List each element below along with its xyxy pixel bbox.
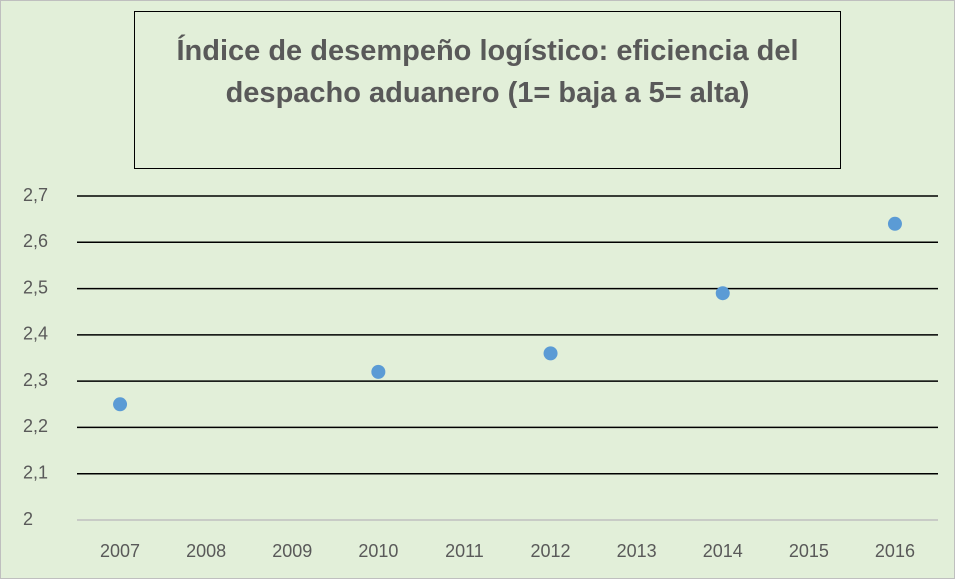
x-tick-label: 2009 — [272, 541, 312, 561]
y-tick-label: 2 — [23, 509, 33, 529]
x-tick-label: 2015 — [789, 541, 829, 561]
x-tick-label: 2011 — [445, 541, 484, 561]
point — [543, 346, 558, 361]
point — [715, 286, 730, 301]
y-tick-label: 2,6 — [23, 231, 48, 251]
x-tick-label: 2013 — [617, 541, 657, 561]
y-tick-label: 2,7 — [23, 185, 48, 205]
title-box: Índice de desempeño logístico: eficienci… — [134, 11, 841, 169]
x-tick-label: 2016 — [875, 541, 915, 561]
y-tick-label: 2,4 — [23, 324, 48, 344]
x-tick-label: 2012 — [531, 541, 571, 561]
y-tick-label: 2,2 — [23, 416, 48, 436]
x-tick-label: 2010 — [358, 541, 398, 561]
point — [887, 216, 902, 231]
x-tick-label: 2008 — [186, 541, 226, 561]
point — [113, 397, 128, 412]
x-tick-label: 2007 — [100, 541, 140, 561]
y-tick-label: 2,5 — [23, 277, 48, 297]
y-tick-label: 2,3 — [23, 370, 48, 390]
x-tick-label: 2014 — [703, 541, 743, 561]
chart-title: Índice de desempeño logístico: eficienci… — [176, 35, 799, 109]
point — [371, 364, 386, 379]
y-tick-label: 2,1 — [23, 462, 48, 482]
